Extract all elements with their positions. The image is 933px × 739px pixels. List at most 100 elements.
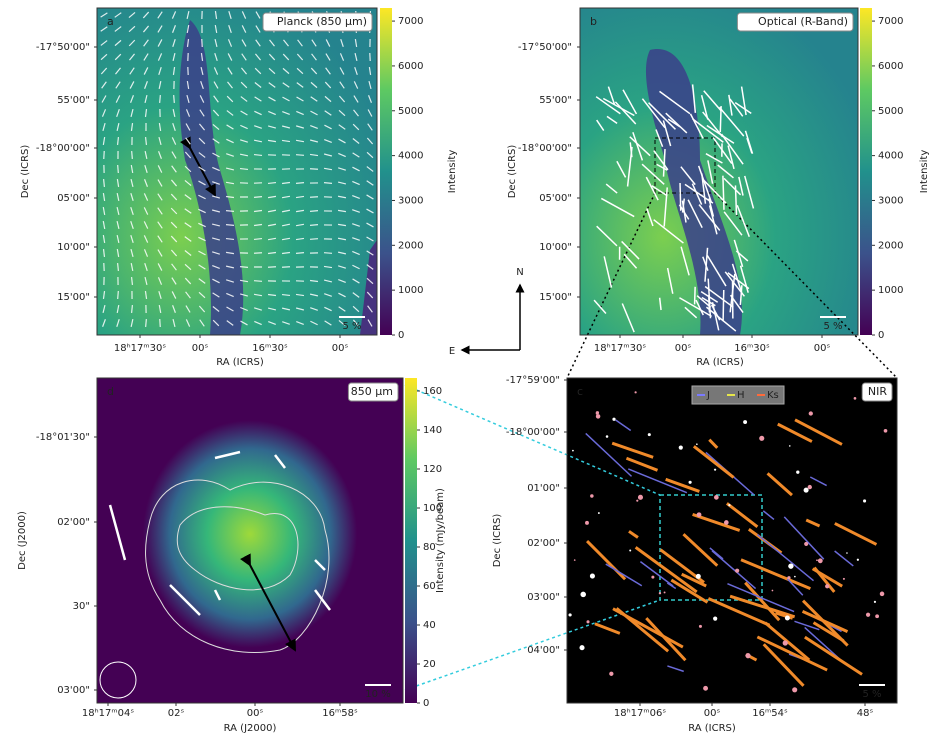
x-axis-label: RA (ICRS) — [688, 723, 736, 734]
vector — [680, 183, 681, 211]
y-tick-label: 04'00" — [527, 645, 560, 656]
star — [696, 443, 698, 445]
star — [697, 512, 702, 517]
vector — [254, 197, 262, 198]
colorbar-label: Intensity — [919, 150, 930, 194]
colorbar-tick-label: 140 — [423, 425, 442, 436]
y-tick-label: 30" — [73, 601, 90, 612]
vector — [695, 287, 696, 305]
star — [843, 578, 845, 580]
scale-bar-label: 5 % — [342, 321, 361, 332]
star — [714, 469, 716, 471]
y-axis-label: Dec (ICRS) — [492, 514, 503, 568]
star — [866, 613, 870, 617]
legend-label: H — [737, 390, 745, 401]
vector — [104, 179, 105, 187]
colorbar-tick-label: 4000 — [398, 151, 423, 162]
star — [863, 499, 866, 502]
star — [745, 653, 750, 658]
star — [884, 429, 888, 433]
y-tick-label: -17°50'00" — [518, 42, 572, 53]
star — [825, 584, 829, 588]
vector — [160, 95, 161, 103]
x-tick-label: 00ˢ — [675, 343, 692, 354]
vector — [324, 183, 332, 184]
vector — [132, 305, 133, 313]
y-tick-label: 10'00" — [539, 242, 572, 253]
vector — [174, 95, 175, 103]
star — [804, 488, 809, 493]
decorations — [97, 8, 897, 703]
map-image — [567, 378, 897, 703]
vector — [720, 106, 721, 132]
panel-title: NIR — [868, 385, 887, 398]
y-tick-label: 15'00" — [539, 292, 572, 303]
vector — [132, 151, 133, 159]
vector — [254, 281, 262, 282]
star — [728, 504, 730, 506]
y-tick-label: 55'00" — [539, 95, 572, 106]
vector — [146, 319, 147, 327]
vector — [240, 267, 248, 268]
figure: N E aPlanck (850 μm)-17°50'00"55'00"-18°… — [0, 0, 933, 735]
star — [590, 573, 595, 578]
y-axis-label: Dec (J2000) — [17, 511, 28, 570]
star — [609, 672, 613, 676]
y-tick-label: 05'00" — [539, 193, 572, 204]
star — [679, 446, 683, 450]
vector — [254, 155, 262, 156]
y-axis-label: Dec (ICRS) — [507, 145, 518, 199]
star — [808, 485, 812, 489]
colorbar-tick-label: 4000 — [878, 151, 903, 162]
star — [636, 500, 638, 502]
panel-title: Optical (R-Band) — [758, 15, 848, 28]
x-tick-label: 48ˢ — [857, 708, 874, 719]
x-tick-label: 00ˢ — [704, 708, 721, 719]
y-tick-label: 02'00" — [527, 538, 560, 549]
vector — [310, 239, 318, 240]
colorbar-label: Intensity — [447, 150, 458, 194]
star — [796, 471, 799, 474]
star — [854, 397, 857, 400]
star — [743, 420, 747, 424]
colorbar-tick-label: 80 — [423, 542, 436, 553]
star — [612, 418, 615, 421]
colorbar-tick-label: 7000 — [398, 16, 423, 27]
compass-north: N — [516, 267, 523, 278]
y-tick-label: -18°00'00" — [506, 427, 560, 438]
x-axis-label: RA (J2000) — [224, 723, 277, 734]
star — [857, 559, 859, 561]
star — [785, 616, 790, 621]
scale-bar-label: 5 % — [823, 321, 842, 332]
panel-letter: d — [107, 385, 114, 398]
colorbar-tick-label: 6000 — [878, 61, 903, 72]
star — [787, 576, 790, 579]
star — [635, 391, 637, 393]
star — [724, 520, 729, 525]
x-tick-label: 18ʰ17ᵐ30ˢ — [594, 343, 646, 354]
star — [596, 411, 599, 414]
y-tick-label: 03'00" — [527, 592, 560, 603]
legend-label: J — [706, 390, 710, 401]
x-tick-label: 00ˢ — [332, 343, 349, 354]
colorbar-tick-label: 120 — [423, 464, 442, 475]
y-tick-label: -18°00'00" — [36, 143, 90, 154]
colorbar-tick-label: 2000 — [398, 240, 423, 251]
colorbar-tick-label: 40 — [423, 620, 436, 631]
colorbar-tick-label: 20 — [423, 659, 436, 670]
star — [804, 542, 808, 546]
x-tick-label: 16ᵐ30ˢ — [252, 343, 288, 354]
star — [788, 563, 793, 568]
colorbar-tick-label: 1000 — [878, 285, 903, 296]
star — [598, 512, 600, 514]
star — [696, 574, 701, 579]
x-tick-label: 16ᵐ54ˢ — [752, 708, 788, 719]
legend-label: Ks — [767, 390, 779, 401]
vector — [324, 253, 332, 254]
star — [703, 686, 708, 691]
star — [579, 645, 584, 650]
vector — [254, 253, 262, 254]
y-axis-label: Dec (ICRS) — [20, 145, 31, 199]
compass-east: E — [449, 346, 455, 357]
vector — [118, 165, 119, 173]
